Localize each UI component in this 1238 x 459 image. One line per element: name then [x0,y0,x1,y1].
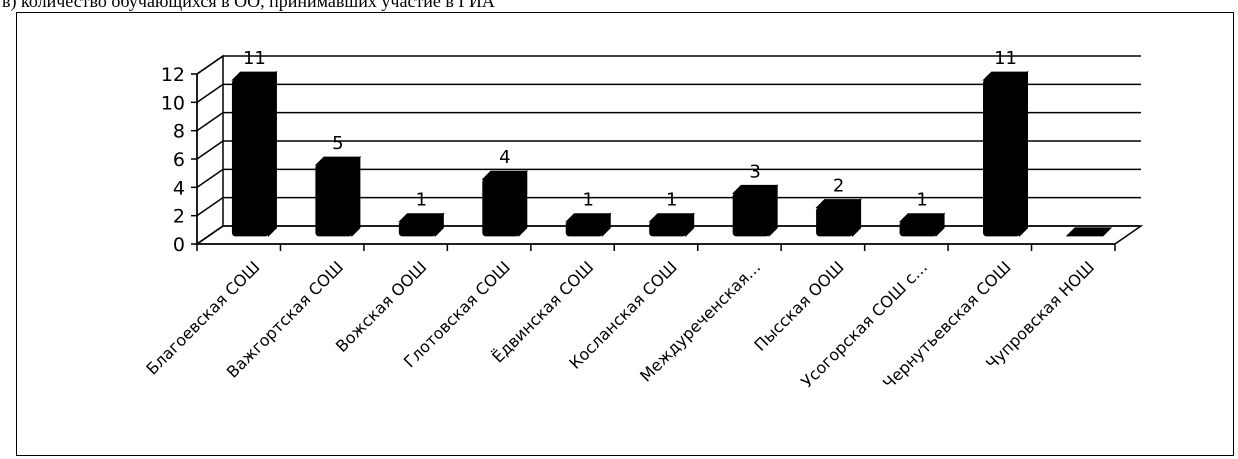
y-axis: 0 2 4 6 8 10 12 [161,64,198,256]
bar [1065,227,1113,237]
gridline [196,196,1141,217]
gridline [196,168,1141,188]
y-tick-label: 8 [173,121,185,143]
bar-side [1019,70,1029,238]
bar [398,212,445,238]
bar [231,70,278,238]
data-label: 5 [332,133,343,154]
data-label: 11 [243,48,266,69]
bars [231,70,1113,238]
bar-side [601,212,611,238]
bar-flat [1065,227,1113,237]
gridline [196,140,1141,160]
data-label: 2 [833,176,844,197]
bar [982,70,1029,238]
gridline [196,55,1141,75]
bar-side [518,170,528,238]
bar-side [434,212,444,238]
bar-front [231,79,269,237]
bar [815,198,862,238]
data-label: 3 [749,161,760,182]
category-label: Пысская ООШ [750,257,847,354]
bar-side [935,212,945,238]
bar [898,212,946,238]
gridline [196,83,1141,103]
bar-front [732,192,770,237]
bar-side [685,212,695,238]
bar [481,170,528,238]
x-axis [196,243,1116,251]
bar-front [899,221,937,237]
bar-side [852,198,862,238]
bar-front [983,79,1021,237]
data-label: 1 [416,190,427,211]
gridlines [196,55,1141,245]
bar-front [565,221,603,237]
bar-front [649,221,687,237]
bar-front [816,207,854,237]
bar-side [351,155,361,238]
data-label: 1 [916,190,927,211]
y-tick-label: 0 [173,234,185,256]
y-tick-label: 10 [161,92,185,114]
bar [565,212,612,238]
data-label: 1 [583,190,594,211]
data-label: 1 [666,190,677,211]
bar-front [482,178,520,237]
bar [731,184,779,238]
data-label: 11 [994,48,1017,69]
bar-side [768,184,778,238]
y-tick-label: 12 [161,64,185,86]
y-tick-label: 4 [173,177,185,199]
bar [648,212,695,238]
gridline [196,111,1141,132]
chart-frame [16,12,1234,456]
page-header-text: в) количество обучающихся в ОО, принимав… [2,0,495,11]
bar-side [267,70,277,238]
bar-front [398,221,436,237]
bar-front [315,164,353,237]
y-tick-label: 2 [173,206,185,228]
data-label: 4 [499,147,510,168]
y-tick-label: 6 [173,149,185,171]
page-header-fragment: в) количество обучающихся в ОО, принимав… [0,0,1238,12]
bar [314,155,362,238]
